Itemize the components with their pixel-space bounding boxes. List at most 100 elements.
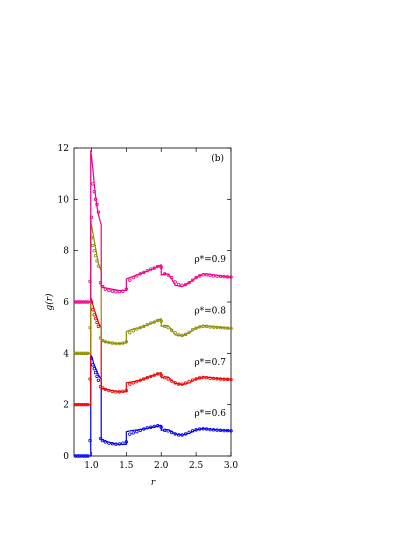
- data-point: [183, 432, 188, 436]
- data-point: [169, 328, 174, 332]
- data-point: [114, 390, 118, 394]
- data-point: [86, 454, 90, 458]
- series-3: ρ*=0.9: [73, 149, 233, 304]
- data-point: [131, 275, 136, 280]
- data-point: [169, 275, 174, 280]
- data-point: [204, 324, 209, 329]
- data-point: [91, 363, 95, 367]
- data-point: [166, 429, 170, 433]
- data-point: [211, 428, 216, 432]
- data-point: [92, 367, 96, 371]
- data-point: [86, 351, 90, 356]
- data-point: [156, 318, 160, 323]
- y-tick-label: 2: [63, 401, 69, 411]
- data-point: [79, 454, 84, 458]
- data-point: [79, 402, 84, 407]
- data-point: [222, 428, 226, 433]
- data-point: [110, 441, 115, 446]
- data-point: [225, 326, 230, 330]
- data-point: [93, 316, 98, 321]
- data-point: [201, 324, 205, 329]
- data-point: [82, 300, 86, 304]
- data-point: [183, 282, 188, 287]
- data-point: [73, 351, 78, 356]
- data-point: [142, 427, 146, 431]
- data-point: [138, 272, 142, 276]
- data-point: [201, 427, 205, 431]
- series-0: ρ*=0.6: [73, 355, 233, 458]
- data-point: [176, 433, 181, 437]
- data-point: [190, 429, 195, 433]
- data-point: [197, 427, 202, 431]
- data-point: [107, 388, 111, 393]
- data-point: [229, 429, 233, 433]
- data-point: [173, 432, 177, 436]
- data-point: [159, 425, 163, 429]
- series-label: ρ*=0.8: [194, 307, 226, 317]
- data-point: [152, 266, 156, 270]
- data-point: [91, 308, 95, 312]
- data-point: [96, 264, 101, 268]
- data-point: [121, 289, 125, 293]
- data-point: [152, 320, 156, 324]
- data-point: [107, 288, 111, 293]
- x-tick-label: 1.0: [84, 461, 99, 471]
- data-point: [117, 290, 122, 294]
- data-point: [135, 327, 139, 331]
- data-point: [211, 376, 216, 381]
- data-point: [96, 378, 101, 382]
- data-point: [187, 379, 191, 384]
- data-point: [169, 430, 174, 435]
- data-point: [218, 274, 223, 279]
- data-point: [204, 376, 209, 380]
- data-point: [173, 381, 177, 385]
- data-point: [156, 372, 160, 376]
- data-point: [183, 381, 188, 385]
- data-point: [166, 273, 170, 277]
- data-point: [176, 382, 181, 386]
- data-point: [131, 381, 136, 385]
- data-point: [173, 280, 177, 284]
- series-line: [74, 149, 232, 303]
- data-point: [190, 278, 195, 282]
- data-point: [95, 374, 99, 379]
- series-line: [74, 219, 232, 354]
- data-point: [194, 326, 198, 330]
- data-point: [163, 272, 167, 276]
- data-point: [117, 442, 122, 446]
- data-point: [180, 283, 184, 288]
- data-point: [222, 274, 226, 279]
- data-point: [187, 330, 191, 334]
- data-point: [114, 442, 118, 446]
- data-point: [145, 426, 149, 430]
- data-point: [114, 290, 118, 294]
- data-point: [103, 287, 108, 291]
- data-point: [93, 254, 98, 258]
- data-point: [124, 440, 129, 444]
- data-point: [131, 431, 136, 435]
- data-point: [89, 236, 94, 240]
- data-point: [124, 388, 129, 393]
- y-tick-label: 6: [63, 298, 69, 308]
- data-point: [138, 428, 142, 433]
- y-tick-label: 0: [63, 452, 69, 462]
- data-point: [159, 265, 163, 270]
- data-point: [159, 373, 163, 377]
- data-point: [218, 325, 223, 330]
- data-point: [204, 427, 209, 431]
- data-point: [131, 329, 136, 333]
- data-point: [190, 378, 195, 382]
- data-point: [128, 382, 132, 386]
- data-point: [128, 432, 132, 436]
- data-point: [121, 341, 125, 345]
- data-point: [103, 440, 108, 444]
- data-point: [208, 376, 212, 380]
- data-point: [159, 319, 163, 323]
- data-point: [156, 264, 160, 269]
- data-point: [169, 379, 174, 383]
- data-point: [229, 326, 233, 331]
- data-point: [75, 300, 80, 304]
- y-tick-label: 12: [58, 144, 69, 154]
- data-point: [135, 379, 139, 384]
- series-layer: ρ*=0.6 ρ*=0.7 ρ*=0.8 ρ*=0.9: [73, 149, 233, 458]
